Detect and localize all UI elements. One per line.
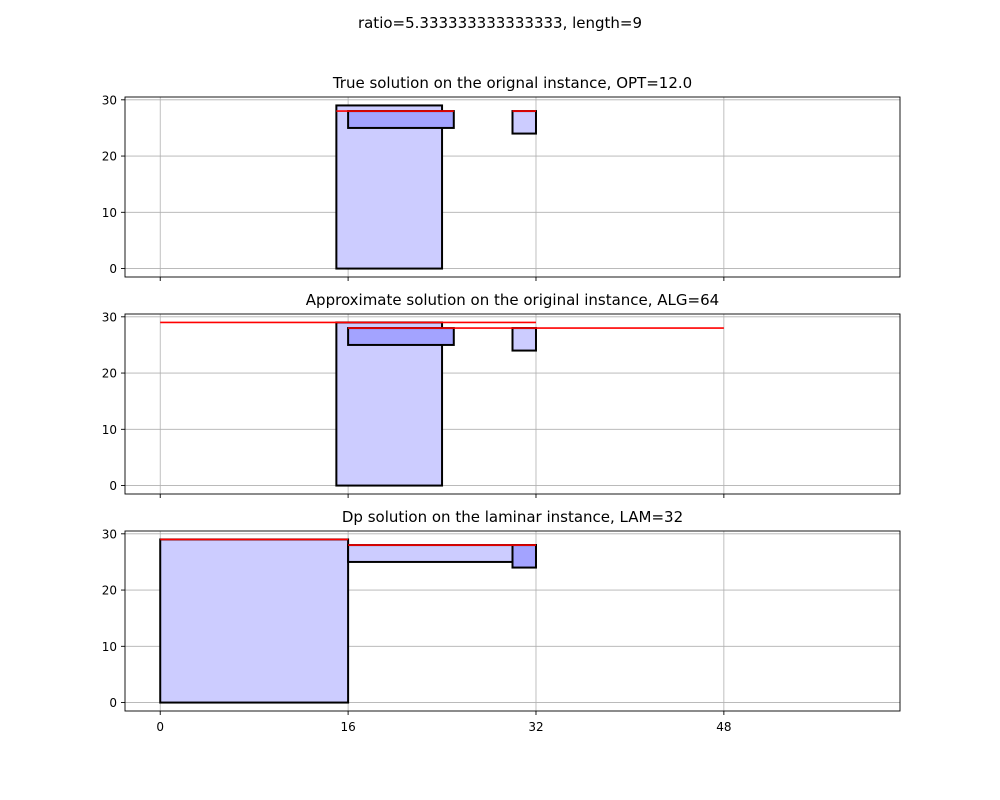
rect-item-1 — [159, 538, 350, 704]
y-tick-label: 0 — [109, 262, 117, 276]
y-tick-label: 30 — [102, 310, 117, 324]
rect-item-3 — [511, 327, 537, 352]
x-tick-label: 32 — [528, 720, 543, 734]
x-tick-label: 48 — [716, 720, 731, 734]
rect-item-3 — [511, 110, 537, 135]
subplots: True solution on the orignal instance, O… — [102, 74, 901, 734]
y-tick-label: 20 — [102, 584, 117, 598]
subplot-title: Dp solution on the laminar instance, LAM… — [342, 508, 683, 526]
subplot-3: Dp solution on the laminar instance, LAM… — [102, 508, 901, 734]
rect-item-2 — [347, 327, 455, 346]
x-tick-label: 0 — [156, 720, 164, 734]
y-tick-label: 30 — [102, 527, 117, 541]
subplot-title: Approximate solution on the original ins… — [306, 291, 719, 309]
y-tick-label: 0 — [109, 696, 117, 710]
x-tick-label: 16 — [340, 720, 355, 734]
rect-item-2 — [347, 544, 537, 563]
y-tick-label: 20 — [102, 367, 117, 381]
rect-item-1 — [335, 104, 444, 270]
y-tick-label: 10 — [102, 640, 117, 654]
y-tick-label: 20 — [102, 150, 117, 164]
axes-frame — [124, 96, 901, 278]
plot-area — [160, 321, 724, 487]
y-tick-label: 30 — [102, 93, 117, 107]
plot-area — [159, 538, 537, 704]
subplot-title: True solution on the orignal instance, O… — [332, 74, 692, 92]
y-tick-label: 10 — [102, 423, 117, 437]
rect-item-2 — [347, 110, 455, 129]
figure-suptitle: ratio=5.333333333333333, length=9 — [358, 14, 642, 32]
axes-frame — [124, 530, 901, 712]
axes-frame — [124, 313, 901, 495]
y-tick-label: 10 — [102, 206, 117, 220]
subplot-2: Approximate solution on the original ins… — [102, 291, 901, 498]
plot-area — [335, 104, 537, 270]
rect-item-1 — [335, 321, 444, 487]
subplot-1: True solution on the orignal instance, O… — [102, 74, 901, 281]
y-tick-label: 0 — [109, 479, 117, 493]
rect-item-3 — [511, 544, 537, 569]
